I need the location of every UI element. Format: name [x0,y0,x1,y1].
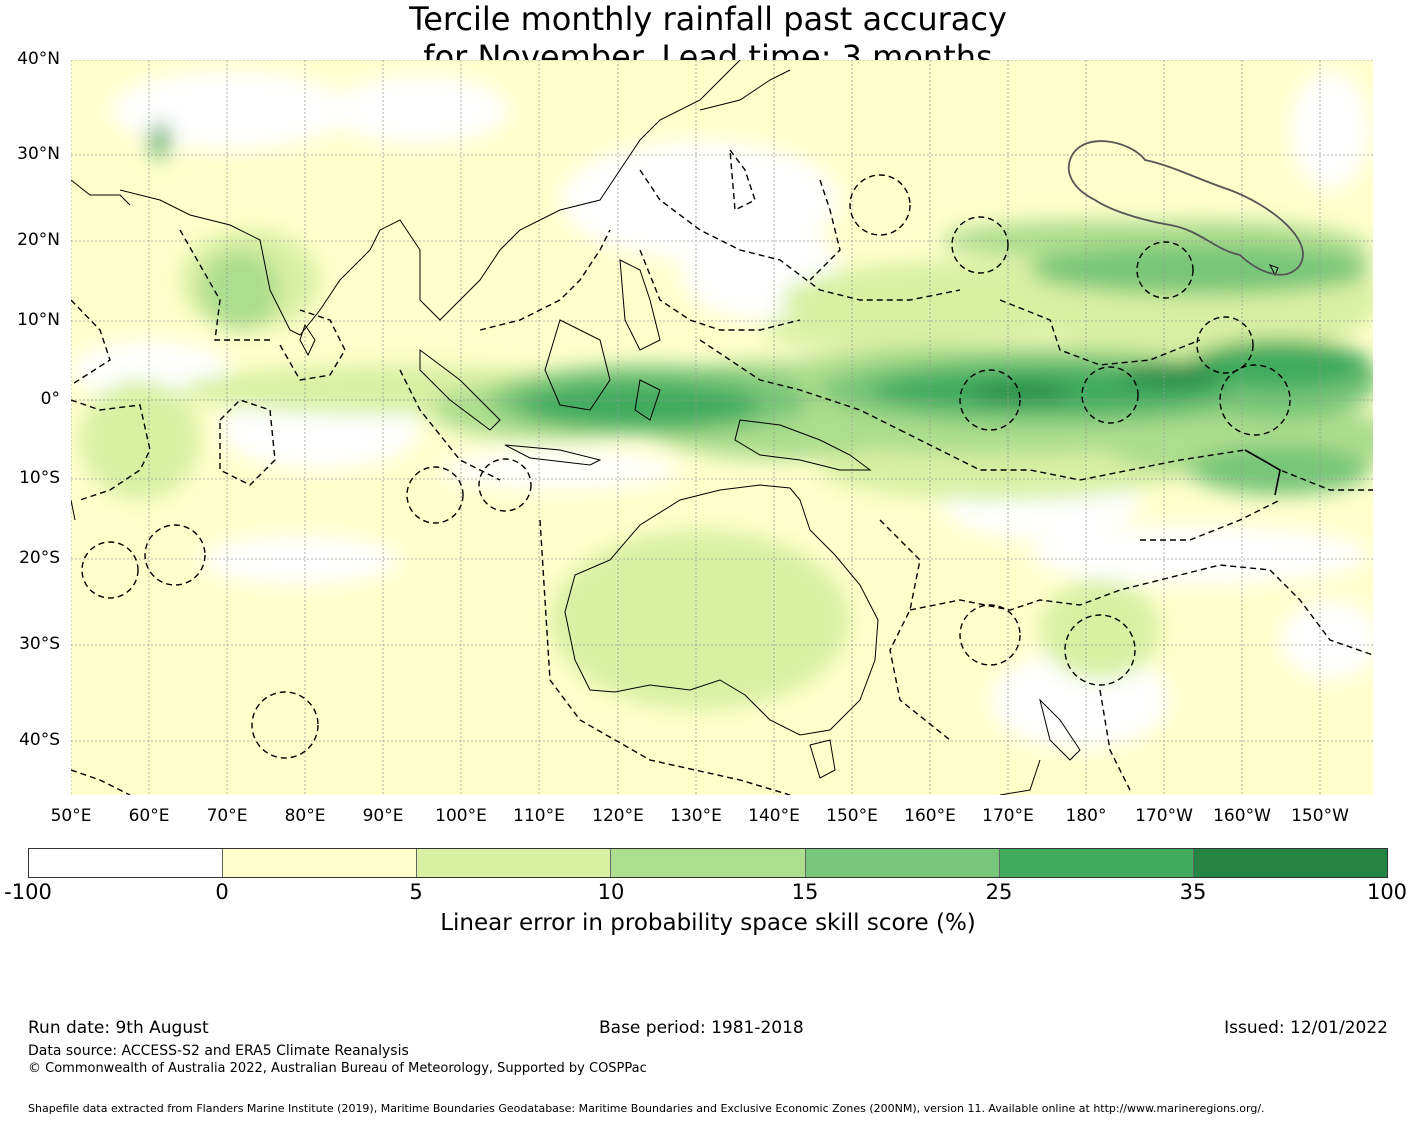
lat-label: 40°S [19,730,60,750]
lon-label: 50°E [50,806,92,826]
lon-label: 150°E [826,806,878,826]
lat-label: 40°N [17,49,60,69]
colorbar-tick: 25 [985,880,1013,904]
lat-label: 10°S [19,468,60,488]
lat-label: 10°N [17,310,60,330]
colorbar-tick: 10 [597,880,625,904]
lat-label: 30°S [19,634,60,654]
lon-label: 150°W [1291,806,1349,826]
lon-label: 130°E [670,806,722,826]
colorbar-segment [29,849,224,877]
colorbar-segment [999,849,1194,877]
lon-label: 140°E [748,806,800,826]
data-source: Data source: ACCESS-S2 and ERA5 Climate … [28,1043,409,1059]
lon-label: 120°E [592,806,644,826]
colorbar-tick: 15 [791,880,819,904]
issued-date: Issued: 12/01/2022 [1224,1018,1388,1038]
coastlines [71,60,1279,795]
lon-label: 90°E [362,806,404,826]
colorbar-tick: 0 [215,880,229,904]
lon-label: 180° [1065,806,1107,826]
skill-shading [71,70,1373,750]
colorbar [28,848,1388,878]
lon-label: 110°E [513,806,565,826]
graticule [71,60,1373,795]
colorbar-segment [223,849,418,877]
colorbar-segment [611,849,806,877]
base-period: Base period: 1981-2018 [599,1018,804,1038]
colorbar-segment [1193,849,1387,877]
lat-label: 20°N [17,230,60,250]
colorbar-tick: -100 [4,880,52,904]
colorbar-segment [805,849,1000,877]
lon-label: 160°E [904,806,956,826]
colorbar-tick: 35 [1179,880,1207,904]
skill-score-map [71,60,1373,795]
shapefile-credit: Shapefile data extracted from Flanders M… [28,1102,1265,1115]
lat-label: 20°S [19,548,60,568]
lon-label: 70°E [206,806,248,826]
lat-label: 0° [40,389,60,409]
hawaii-eez-outline [1067,140,1304,276]
colorbar-tick: 5 [409,880,423,904]
lon-label: 160°W [1213,806,1271,826]
colorbar-segment [417,849,612,877]
colorbar-label: Linear error in probability space skill … [440,910,976,936]
colorbar-tick: 100 [1366,880,1408,904]
run-date: Run date: 9th August [28,1018,209,1038]
lon-label: 80°E [284,806,326,826]
map-title-line1: Tercile monthly rainfall past accuracy [409,0,1007,38]
eez-boundaries [71,147,1373,795]
solid-boundary [1244,449,1281,496]
lon-label: 170°W [1135,806,1193,826]
lon-label: 170°E [982,806,1034,826]
copyright: © Commonwealth of Australia 2022, Austra… [28,1061,647,1076]
lon-label: 60°E [128,806,170,826]
lat-label: 30°N [17,144,60,164]
lon-label: 100°E [435,806,487,826]
